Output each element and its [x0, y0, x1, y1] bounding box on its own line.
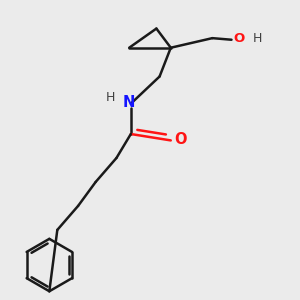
Text: O: O — [233, 32, 244, 45]
Text: H: H — [253, 32, 262, 45]
Text: H: H — [105, 92, 115, 104]
Text: O: O — [174, 132, 187, 147]
Text: N: N — [123, 94, 135, 110]
